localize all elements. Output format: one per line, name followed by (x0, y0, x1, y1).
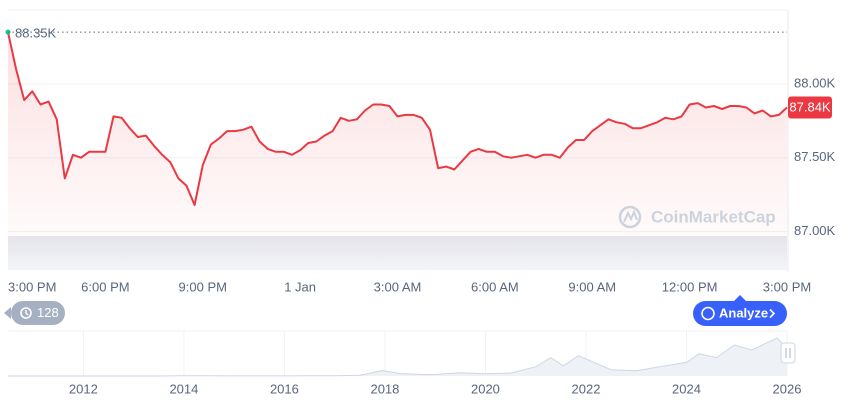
last-price-label: 87.84K (789, 99, 831, 114)
main-chart: 87.00K 87.50K 88.00K 3:00 PM 6:00 PM 9:00 PM 1… (5, 26, 836, 294)
x-tick-label: 6:00 PM (81, 279, 129, 294)
x-tick-label: 3:00 AM (374, 279, 422, 294)
overview-area (8, 338, 787, 376)
overview-chart: 2012 2014 2016 2018 2020 2022 2024 2026 (8, 330, 802, 396)
watermark-text: CoinMarketCap (651, 207, 776, 226)
x-tick-label: 1 Jan (284, 279, 316, 294)
x-tick-label: 2016 (270, 381, 299, 396)
x-tick-label: 2014 (169, 381, 198, 396)
history-count: 128 (37, 305, 59, 320)
x-tick-label: 2022 (572, 381, 601, 396)
y-tick-label: 88.00K (794, 75, 836, 90)
x-tick-label: 3:00 PM (8, 279, 56, 294)
y-tick-label: 87.50K (794, 149, 836, 164)
overview-handle[interactable] (780, 342, 796, 364)
watermark-logo (623, 209, 638, 223)
x-tick-label: 6:00 AM (471, 279, 519, 294)
analyze-button[interactable]: Analyze (693, 295, 787, 326)
watermark-logo (618, 205, 642, 229)
x-tick-label: 2012 (69, 381, 98, 396)
history-badge[interactable]: 128 (4, 301, 65, 325)
x-tick-label: 2024 (672, 381, 701, 396)
x-tick-label: 3:00 PM (763, 279, 811, 294)
y-tick-label: 87.00K (794, 223, 836, 238)
x-tick-label: 2018 (370, 381, 399, 396)
price-line (7, 31, 788, 206)
watermark: CoinMarketCap (618, 205, 776, 229)
x-tick-label: 12:00 PM (662, 279, 718, 294)
analyze-label: Analyze (719, 305, 768, 320)
x-tick-label: 2026 (773, 381, 802, 396)
x-tick-label: 9:00 PM (179, 279, 227, 294)
x-tick-label: 2020 (471, 381, 500, 396)
overview-line (8, 337, 788, 377)
area-fill (8, 32, 787, 271)
x-tick-label: 9:00 AM (568, 279, 616, 294)
last-price-tag (788, 96, 832, 119)
high-label: 88.35K (15, 26, 57, 41)
